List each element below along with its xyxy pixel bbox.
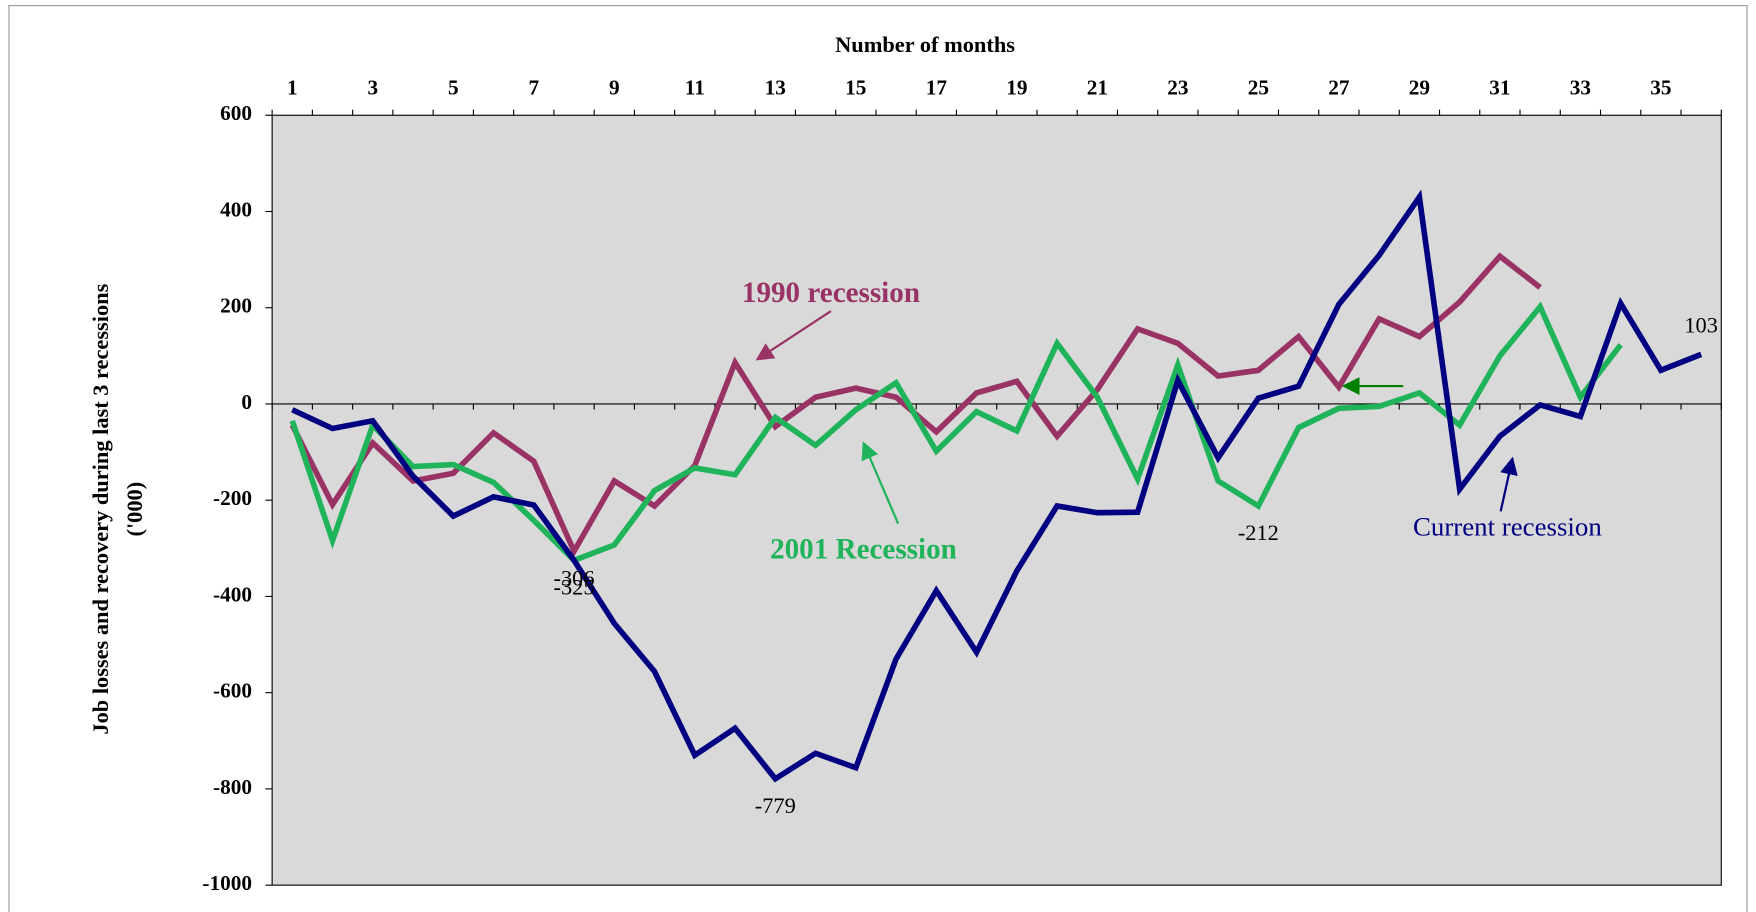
y-tick-label: 0 (241, 390, 252, 414)
x-tick-label: 13 (765, 75, 786, 99)
y-axis-title: Job losses and recovery during last 3 re… (88, 283, 113, 734)
series-label: Current recession (1413, 511, 1602, 541)
y-tick-label: 400 (220, 197, 252, 221)
y-tick-label: -400 (213, 582, 252, 606)
y-tick-label: -800 (213, 775, 252, 799)
y-tick-label: -600 (213, 679, 252, 703)
series-label: 2001 Recession (770, 533, 957, 565)
x-tick-label: 7 (528, 75, 539, 99)
y-axis-title: ('000) (122, 482, 147, 537)
y-tick-label: -200 (213, 486, 252, 510)
data-label: -779 (755, 793, 796, 818)
x-tick-label: 31 (1489, 75, 1510, 99)
y-tick-label: 600 (220, 101, 252, 125)
data-label: -212 (1238, 520, 1279, 545)
x-tick-label: 21 (1087, 75, 1108, 99)
x-tick-label: 35 (1650, 75, 1671, 99)
x-tick-label: 1 (287, 75, 298, 99)
x-tick-label: 15 (845, 75, 866, 99)
data-label: 103 (1684, 313, 1718, 338)
x-tick-label: 11 (685, 75, 705, 99)
x-tick-label: 19 (1006, 75, 1027, 99)
x-tick-label: 17 (926, 75, 948, 99)
y-tick-label: -1000 (202, 871, 252, 895)
x-tick-label: 23 (1167, 75, 1188, 99)
data-label: -325 (554, 575, 595, 600)
x-tick-label: 29 (1409, 75, 1430, 99)
series-labels: 1990 recession 2001 Recession Current re… (742, 277, 1602, 565)
x-tick-label: 9 (609, 75, 620, 99)
x-axis-title: Number of months (835, 32, 1015, 57)
x-tick-label: 3 (367, 75, 378, 99)
chart-border (8, 5, 1748, 912)
y-tick-label: 200 (220, 294, 252, 318)
data-label: -306 (554, 565, 595, 590)
x-tick-label: 25 (1248, 75, 1269, 99)
series-label: 1990 recession (742, 277, 920, 309)
series-line (291, 189, 1703, 783)
x-tick-label: 33 (1570, 75, 1591, 99)
arrow (1499, 456, 1518, 512)
arrow (861, 441, 900, 525)
x-tick-label: 27 (1328, 75, 1350, 99)
arrow (755, 310, 832, 361)
x-tick-label: 5 (448, 75, 459, 99)
